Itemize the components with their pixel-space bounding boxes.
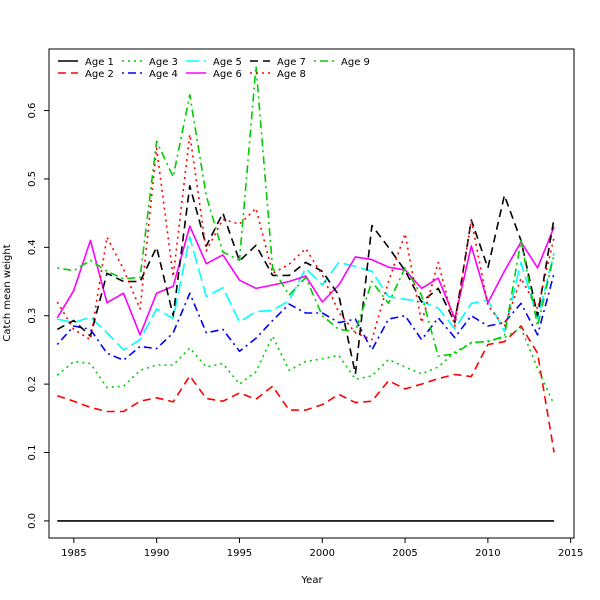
- legend-label: Age 6: [213, 69, 242, 80]
- legend-label: Age 8: [277, 69, 306, 80]
- y-axis-label: Catch mean weight: [2, 244, 13, 341]
- y-tick-label: 0.2: [27, 376, 38, 392]
- series-line-age-6: [56, 225, 555, 336]
- legend-label: Age 2: [85, 69, 114, 80]
- legend-label: Age 4: [149, 69, 178, 80]
- y-tick-label: 0.0: [27, 513, 38, 529]
- series-line-age-2: [57, 325, 555, 453]
- x-tick-label: 2015: [558, 548, 583, 559]
- y-tick-label: 0.4: [27, 239, 38, 255]
- legend-label: Age 5: [213, 57, 242, 68]
- x-tick-label: 2005: [392, 548, 417, 559]
- x-tick-label: 1995: [227, 548, 252, 559]
- legend-label: Age 9: [341, 57, 370, 68]
- legend-label: Age 3: [149, 57, 178, 68]
- y-tick-label: 0.3: [27, 308, 38, 324]
- series-line-age-5: [57, 236, 555, 351]
- series-line-age-4: [56, 273, 555, 362]
- y-tick-label: 0.6: [27, 103, 38, 119]
- x-tick-label: 2010: [475, 548, 500, 559]
- x-axis-label: Year: [300, 575, 323, 586]
- series-line-age-7: [56, 185, 555, 375]
- series-line-age-3: [56, 327, 555, 405]
- series-line-age-8: [56, 133, 555, 341]
- plot-frame: [48, 48, 575, 539]
- series-line-age-9: [57, 65, 555, 357]
- legend-label: Age 1: [85, 57, 114, 68]
- y-tick-label: 0.5: [27, 171, 38, 187]
- x-tick-label: 2000: [310, 548, 335, 559]
- x-tick-label: 1990: [144, 548, 169, 559]
- x-tick-label: 1985: [61, 548, 86, 559]
- legend-label: Age 7: [277, 57, 306, 68]
- y-tick-label: 0.1: [27, 445, 38, 461]
